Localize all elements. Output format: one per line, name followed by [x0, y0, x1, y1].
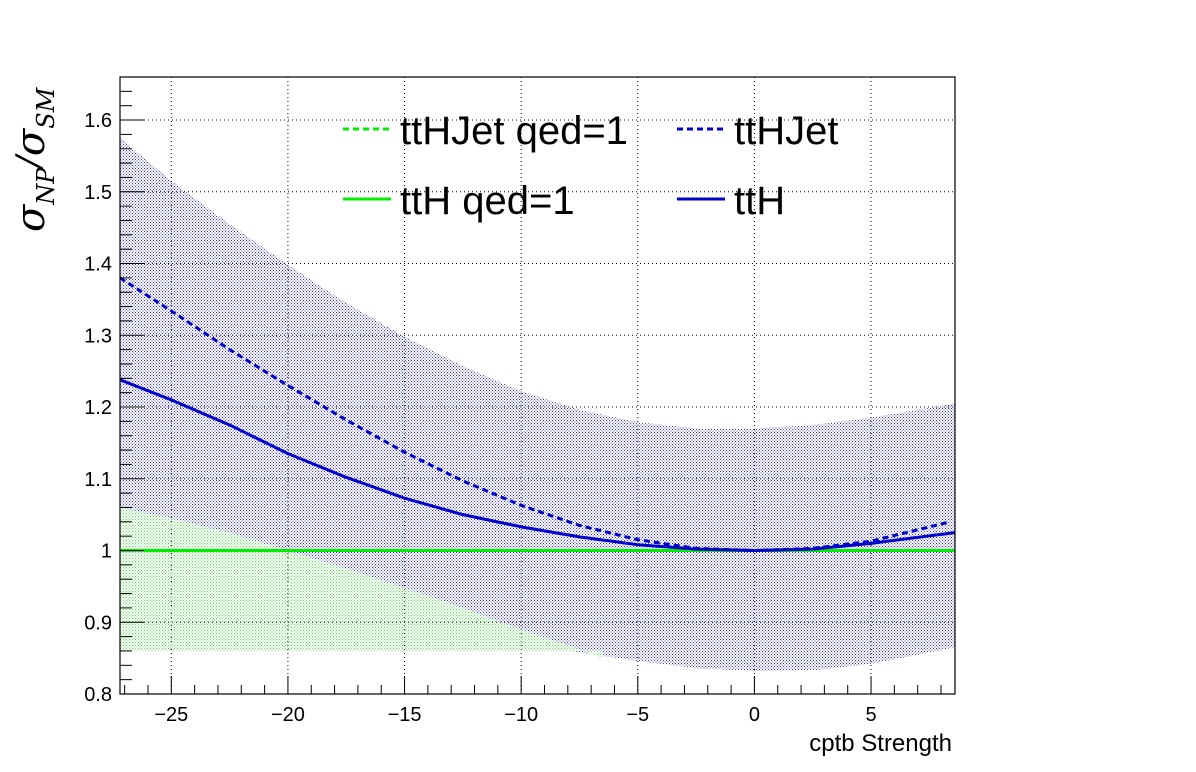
- y-title-sub-np: NP: [32, 167, 60, 206]
- y-tick-label: 1.6: [84, 110, 112, 132]
- y-title-sub-sm: SM: [32, 86, 60, 128]
- y-title-sigma-den: σ: [8, 127, 54, 156]
- series-tth: [120, 378, 955, 553]
- x-tick-label: 0: [749, 704, 760, 726]
- series-tthjet: [120, 276, 951, 553]
- y-tick-label: 1.1: [84, 469, 112, 491]
- data-series: [120, 276, 955, 553]
- x-tick-label: −5: [626, 704, 649, 726]
- x-axis-title: cptb Strength: [809, 730, 952, 757]
- y-axis-title: σNP/σSM: [8, 86, 60, 232]
- x-tick-label: −15: [388, 704, 422, 726]
- y-title-sigma-num: σ: [8, 203, 54, 232]
- y-tick-label: 1.4: [84, 254, 112, 276]
- y-tick-label: 1.2: [84, 397, 112, 419]
- x-tick-label: −20: [271, 704, 305, 726]
- y-tick-label: 0.9: [84, 612, 112, 634]
- uncertainty-bands: [120, 137, 955, 672]
- svg-text:σNP/σSM: σNP/σSM: [8, 86, 60, 232]
- y-tick-label: 0.8: [84, 684, 112, 706]
- y-tick-label: 1.5: [84, 182, 112, 204]
- green-band: [120, 507, 603, 659]
- y-tick-label: 1: [101, 541, 112, 563]
- tick-labels: −25 −20 −15 −10 −5 0 5 0.8 0.9 1 1.1 1.2 1.3 1.4 1.5 1.…: [84, 110, 876, 726]
- legend-label-tth: ttH: [734, 179, 785, 223]
- plot-frame: [119, 76, 956, 695]
- axis-ticks: [120, 76, 942, 695]
- blue-band: [120, 137, 955, 672]
- x-tick-label: −10: [504, 704, 538, 726]
- legend-label-tthjet-qed1: ttHJet qed=1: [400, 109, 628, 153]
- legend-label-tthjet: ttHJet: [734, 109, 838, 153]
- x-tick-label: 5: [865, 704, 876, 726]
- legend-label-tth-qed1: ttH qed=1: [400, 179, 575, 223]
- legend: ttHJet qed=1 ttHJet ttH qed=1 ttH: [343, 109, 838, 223]
- x-tick-label: −25: [154, 704, 188, 726]
- y-title-slash: /: [9, 153, 49, 171]
- y-tick-label: 1.3: [84, 325, 112, 347]
